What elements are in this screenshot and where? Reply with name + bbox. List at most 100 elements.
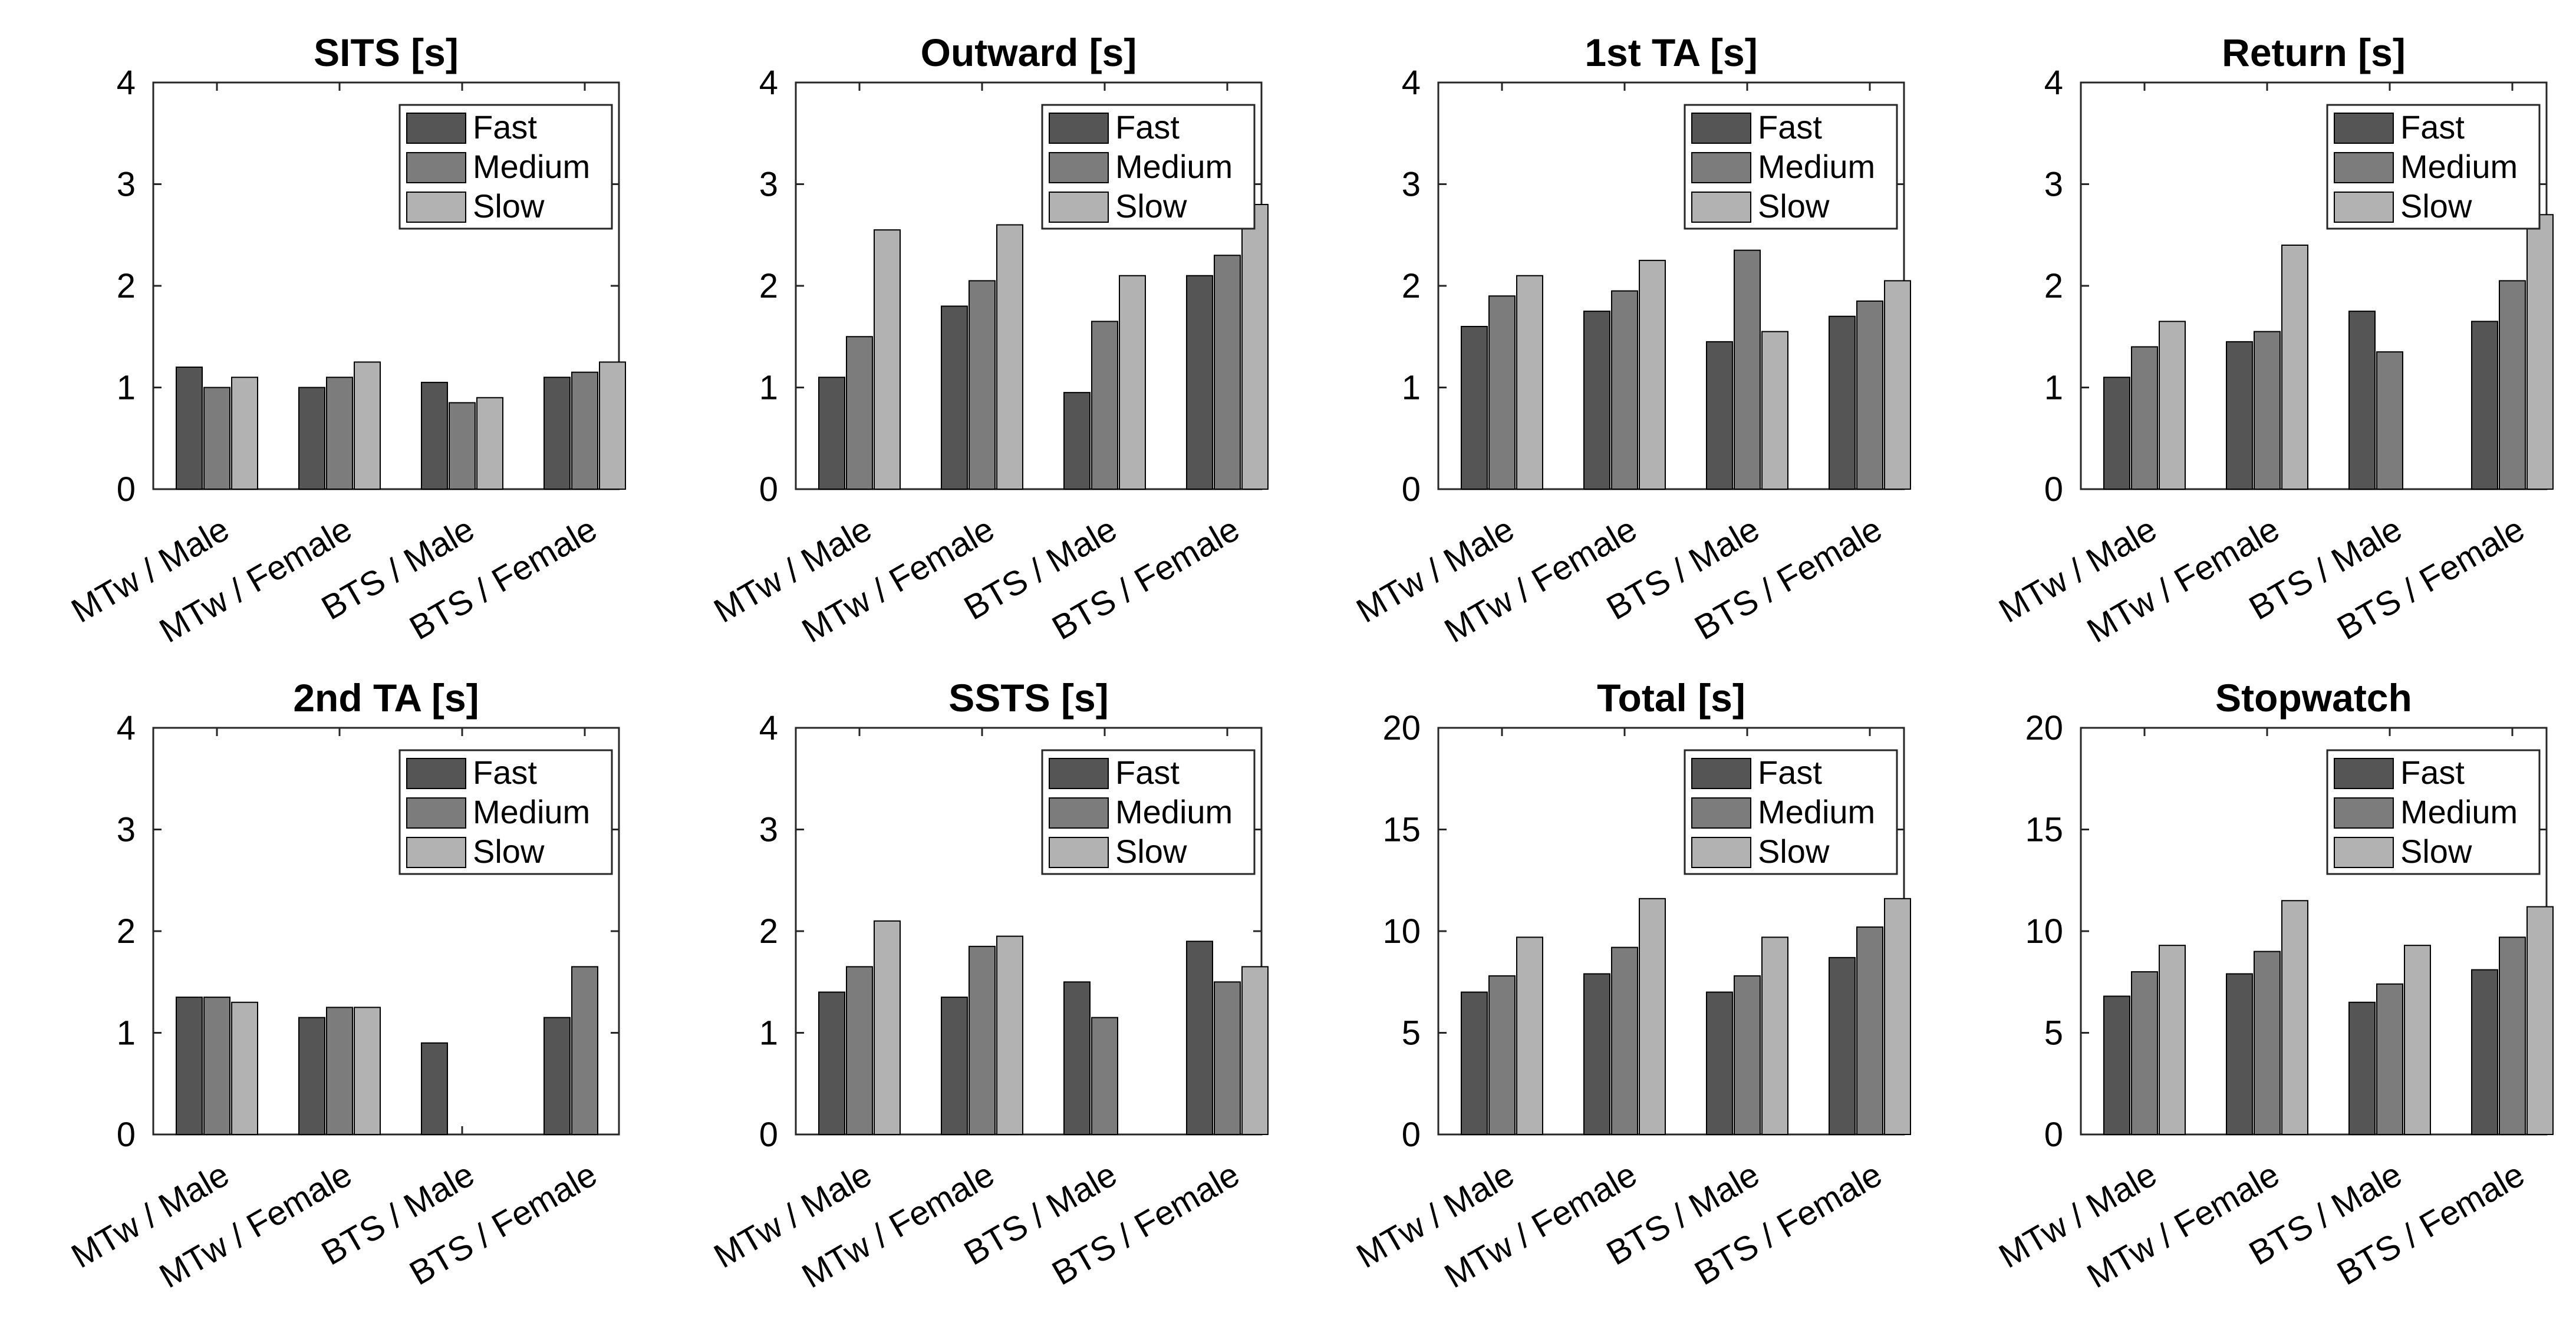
y-tick-label: 5 <box>1402 1014 1421 1053</box>
bar-fast-mtw-female <box>1583 311 1610 490</box>
y-tick-label: 3 <box>2044 166 2063 204</box>
bar-fast-mtw-female <box>941 997 968 1135</box>
bar-slow-mtw-male <box>2159 945 2186 1136</box>
legend-swatch-fast <box>1691 758 1751 789</box>
bar-slow-bts-female <box>2526 906 2554 1135</box>
y-tick-label: 0 <box>1402 1116 1421 1154</box>
bar-fast-bts-male <box>2348 311 2376 490</box>
y-tick-label: 2 <box>759 912 778 951</box>
bar-medium-mtw-male <box>846 336 873 490</box>
bar-fast-mtw-male <box>2103 995 2130 1136</box>
bar-medium-mtw-male <box>2131 346 2158 490</box>
bar-medium-bts-male <box>1091 321 1118 490</box>
bar-fast-mtw-female <box>2226 973 2253 1135</box>
bar-fast-bts-male <box>421 381 448 490</box>
bar-fast-mtw-female <box>2226 341 2253 490</box>
bar-medium-mtw-female <box>2254 951 2281 1135</box>
bar-slow-mtw-female <box>354 361 381 490</box>
bar-slow-mtw-female <box>2281 245 2308 490</box>
legend-label-slow: Slow <box>2400 187 2472 225</box>
y-tick-label: 1 <box>759 1014 778 1053</box>
bar-slow-bts-female <box>599 361 626 490</box>
legend-label-medium: Medium <box>1115 148 1233 185</box>
bar-medium-bts-male <box>1734 249 1761 490</box>
panel-title: Stopwatch <box>2215 676 2412 720</box>
y-tick-label: 3 <box>117 811 136 849</box>
y-tick-label: 3 <box>1402 166 1421 204</box>
bar-medium-bts-male <box>1734 975 1761 1136</box>
legend-label-slow: Slow <box>473 187 545 225</box>
y-tick-label: 1 <box>117 1014 136 1053</box>
y-tick-label: 2 <box>1402 267 1421 305</box>
legend-label-slow: Slow <box>1758 833 1830 870</box>
y-tick-label: 0 <box>2044 470 2063 509</box>
bar-medium-bts-female <box>1214 981 1241 1135</box>
bar-medium-mtw-female <box>1611 946 1638 1135</box>
legend-swatch-slow <box>406 192 466 223</box>
bar-fast-mtw-male <box>176 367 203 490</box>
bar-medium-mtw-female <box>969 280 996 490</box>
legend-label-medium: Medium <box>1115 793 1233 830</box>
bar-medium-bts-female <box>571 371 598 490</box>
legend-swatch-fast <box>1049 113 1109 144</box>
bar-fast-bts-male <box>1063 981 1091 1135</box>
bar-medium-bts-female <box>571 966 598 1135</box>
bar-slow-mtw-female <box>1639 898 1666 1136</box>
legend-swatch-slow <box>1691 837 1751 868</box>
legend-label-slow: Slow <box>2400 833 2472 870</box>
legend-label-slow: Slow <box>1115 833 1187 870</box>
bar-slow-bts-female <box>1884 280 1911 490</box>
bar-slow-bts-female <box>1241 204 1269 490</box>
bar-medium-bts-female <box>2499 936 2526 1135</box>
legend-label-slow: Slow <box>1758 187 1830 225</box>
legend-swatch-medium <box>1049 152 1109 183</box>
panel-title: Outward [s] <box>921 31 1137 74</box>
y-tick-label: 4 <box>117 64 136 102</box>
bar-fast-bts-female <box>2471 969 2498 1136</box>
bar-medium-bts-male <box>2376 983 2403 1135</box>
bar-fast-mtw-female <box>1583 973 1610 1135</box>
legend-swatch-fast <box>2334 758 2394 789</box>
bar-slow-bts-male <box>1761 331 1788 490</box>
bar-slow-mtw-male <box>2159 321 2186 490</box>
y-tick-label: 15 <box>2025 811 2063 849</box>
y-tick-label: 2 <box>117 912 136 951</box>
legend-label-slow: Slow <box>473 833 545 870</box>
legend-swatch-medium <box>2334 152 2394 183</box>
legend-label-fast: Fast <box>473 754 537 791</box>
legend-swatch-slow <box>2334 192 2394 223</box>
bar-slow-mtw-male <box>1516 936 1543 1135</box>
bar-slow-bts-female <box>2526 214 2554 490</box>
legend-swatch-medium <box>1691 152 1751 183</box>
y-tick-label: 0 <box>1402 470 1421 509</box>
bar-slow-mtw-female <box>2281 900 2308 1135</box>
bar-fast-bts-male <box>2348 1001 2376 1135</box>
bar-fast-bts-female <box>1186 941 1213 1135</box>
panel-title: 1st TA [s] <box>1585 31 1757 74</box>
bar-medium-mtw-female <box>2254 331 2281 490</box>
y-tick-label: 15 <box>1382 811 1421 849</box>
legend-swatch-fast <box>2334 113 2394 144</box>
legend-swatch-fast <box>1691 113 1751 144</box>
y-tick-label: 10 <box>2025 912 2063 951</box>
bar-medium-mtw-female <box>969 945 996 1135</box>
legend-label-fast: Fast <box>1758 108 1822 146</box>
bar-medium-mtw-female <box>1611 290 1638 490</box>
legend-label-medium: Medium <box>2400 793 2518 830</box>
legend-label-slow: Slow <box>1115 187 1187 225</box>
bar-medium-bts-male <box>1091 1017 1118 1135</box>
bar-fast-mtw-male <box>818 377 845 490</box>
panel-title: 2nd TA [s] <box>293 676 479 720</box>
bar-medium-bts-female <box>2499 280 2526 490</box>
y-tick-label: 2 <box>2044 267 2063 305</box>
legend-label-fast: Fast <box>1758 754 1822 791</box>
y-tick-label: 20 <box>1382 709 1421 747</box>
y-tick-label: 2 <box>759 267 778 305</box>
y-tick-label: 20 <box>2025 709 2063 747</box>
bar-fast-mtw-male <box>176 997 203 1135</box>
y-tick-label: 3 <box>759 811 778 849</box>
